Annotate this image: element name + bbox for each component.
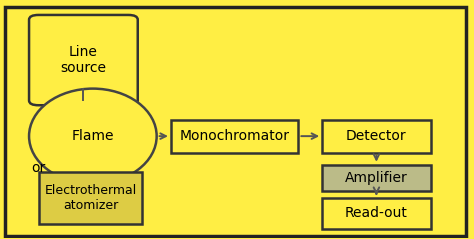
Text: Detector: Detector: [346, 129, 407, 143]
Text: Amplifier: Amplifier: [345, 171, 408, 185]
Bar: [322, 198, 431, 229]
Text: or: or: [31, 161, 46, 175]
Text: Monochromator: Monochromator: [180, 129, 290, 143]
Bar: [171, 120, 299, 153]
Text: Electrothermal
atomizer: Electrothermal atomizer: [45, 184, 137, 212]
Ellipse shape: [29, 89, 156, 184]
FancyBboxPatch shape: [29, 15, 138, 105]
Text: Line
source: Line source: [60, 45, 106, 75]
Bar: [38, 172, 143, 224]
Text: Flame: Flame: [72, 129, 114, 143]
Bar: [322, 120, 431, 153]
Text: Read-out: Read-out: [345, 206, 408, 220]
Bar: [322, 165, 431, 191]
